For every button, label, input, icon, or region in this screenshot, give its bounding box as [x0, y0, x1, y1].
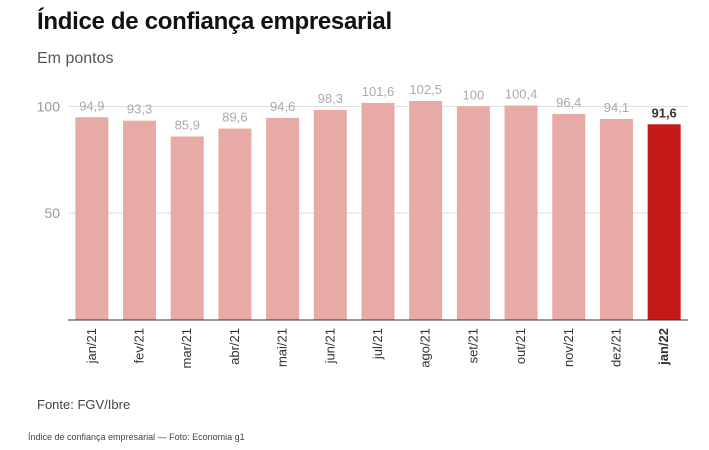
data-label: 100,4 [505, 87, 538, 102]
bar [361, 102, 395, 320]
x-tick-label: ago/21 [418, 328, 433, 368]
source-note: Fonte: FGV/Ibre [37, 397, 131, 412]
bar [504, 105, 538, 320]
y-tick-label: 50 [44, 205, 60, 221]
data-label: 100 [463, 87, 485, 102]
bar [409, 101, 443, 320]
data-label: 96,4 [556, 95, 581, 110]
data-label: 102,5 [409, 82, 442, 97]
image-caption: Índice de confiança empresarial — Foto: … [28, 432, 245, 442]
bar [599, 118, 633, 320]
x-tick-label: mai/21 [275, 328, 290, 367]
x-tick-label: jun/21 [322, 328, 337, 364]
chart-card: Índice de confiança empresarial Em ponto… [36, 8, 688, 412]
x-tick-label: jan/22 [656, 328, 671, 366]
bar [456, 106, 490, 320]
x-tick-label: abr/21 [227, 328, 242, 365]
data-label: 93,3 [127, 102, 152, 117]
bar [123, 120, 157, 320]
chart-subtitle: Em pontos [37, 50, 114, 67]
x-tick-label: jan/21 [84, 328, 99, 364]
data-label: 94,6 [270, 99, 295, 114]
bar [218, 128, 252, 320]
data-label: 85,9 [175, 117, 200, 132]
data-label: 91,6 [651, 105, 676, 120]
data-label: 94,1 [604, 100, 629, 115]
bar [75, 117, 109, 320]
x-tick-label: out/21 [513, 328, 528, 364]
x-tick-label: fev/21 [132, 328, 147, 363]
y-tick-label: 100 [37, 98, 61, 114]
bar [313, 109, 347, 320]
x-tick-label: nov/21 [561, 328, 576, 367]
bar [552, 114, 586, 321]
x-tick-label: set/21 [465, 328, 480, 363]
x-tick-label: dez/21 [608, 328, 623, 367]
data-label: 98,3 [318, 91, 343, 106]
bar-chart: 50 100 94,9 jan/21 93,3 fev/21 85,9 mar/21 89,6 a… [37, 82, 688, 368]
data-label: 101,6 [362, 84, 395, 99]
x-tick-label: mar/21 [179, 328, 194, 368]
bar [647, 124, 681, 321]
bar [170, 136, 204, 320]
x-tick-label: jul/21 [370, 328, 385, 360]
bar [266, 117, 300, 321]
chart-title: Índice de confiança empresarial [37, 8, 392, 35]
data-label: 89,6 [222, 110, 247, 125]
data-label: 94,9 [79, 98, 104, 113]
